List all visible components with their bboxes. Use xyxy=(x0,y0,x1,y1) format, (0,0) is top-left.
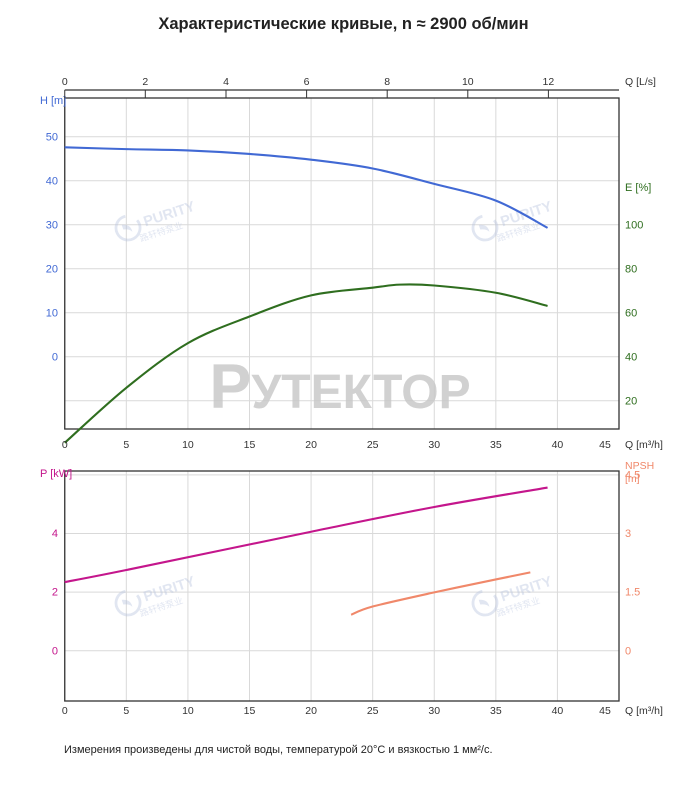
svg-text:45: 45 xyxy=(599,439,611,451)
svg-text:3: 3 xyxy=(625,528,631,540)
svg-text:0: 0 xyxy=(62,439,68,451)
svg-text:Q [m³/h]: Q [m³/h] xyxy=(625,439,663,451)
svg-text:4: 4 xyxy=(52,528,58,540)
svg-text:60: 60 xyxy=(625,308,637,320)
svg-text:20: 20 xyxy=(305,705,317,717)
svg-text:35: 35 xyxy=(490,439,502,451)
svg-text:10: 10 xyxy=(182,439,194,451)
svg-text:20: 20 xyxy=(305,439,317,451)
svg-text:35: 35 xyxy=(490,705,502,717)
svg-text:100: 100 xyxy=(625,220,643,232)
svg-text:30: 30 xyxy=(428,439,440,451)
svg-text:0: 0 xyxy=(62,76,68,88)
svg-text:[m]: [m] xyxy=(625,473,640,485)
svg-text:4: 4 xyxy=(223,76,229,88)
svg-text:15: 15 xyxy=(244,705,256,717)
svg-text:20: 20 xyxy=(46,264,58,276)
svg-text:0: 0 xyxy=(625,646,631,658)
svg-text:40: 40 xyxy=(625,352,637,364)
svg-text:15: 15 xyxy=(244,439,256,451)
svg-text:20: 20 xyxy=(625,396,637,408)
svg-text:6: 6 xyxy=(304,76,310,88)
svg-text:30: 30 xyxy=(428,705,440,717)
svg-text:NPSH: NPSH xyxy=(625,460,654,472)
svg-text:Q [L/s]: Q [L/s] xyxy=(625,76,656,88)
svg-text:80: 80 xyxy=(625,264,637,276)
svg-text:P [kW]: P [kW] xyxy=(40,468,72,480)
svg-text:H [m]: H [m] xyxy=(40,95,66,107)
svg-text:2: 2 xyxy=(142,76,148,88)
svg-text:40: 40 xyxy=(552,705,564,717)
svg-text:0: 0 xyxy=(52,352,58,364)
svg-text:40: 40 xyxy=(46,176,58,188)
svg-text:1.5: 1.5 xyxy=(625,587,640,599)
svg-text:0: 0 xyxy=(62,705,68,717)
svg-text:25: 25 xyxy=(367,705,379,717)
svg-text:5: 5 xyxy=(123,439,129,451)
svg-text:2: 2 xyxy=(52,587,58,599)
svg-text:12: 12 xyxy=(543,76,555,88)
svg-text:5: 5 xyxy=(123,705,129,717)
svg-text:45: 45 xyxy=(599,705,611,717)
svg-text:25: 25 xyxy=(367,439,379,451)
svg-text:10: 10 xyxy=(182,705,194,717)
svg-text:30: 30 xyxy=(46,220,58,232)
svg-text:Q [m³/h]: Q [m³/h] xyxy=(625,705,663,717)
svg-text:0: 0 xyxy=(52,646,58,658)
svg-text:10: 10 xyxy=(462,76,474,88)
svg-text:PУТЕКТОР: PУТЕКТОР xyxy=(209,352,470,422)
svg-text:50: 50 xyxy=(46,132,58,144)
svg-text:8: 8 xyxy=(384,76,390,88)
svg-text:40: 40 xyxy=(552,439,564,451)
svg-text:10: 10 xyxy=(46,308,58,320)
svg-text:E [%]: E [%] xyxy=(625,182,651,194)
